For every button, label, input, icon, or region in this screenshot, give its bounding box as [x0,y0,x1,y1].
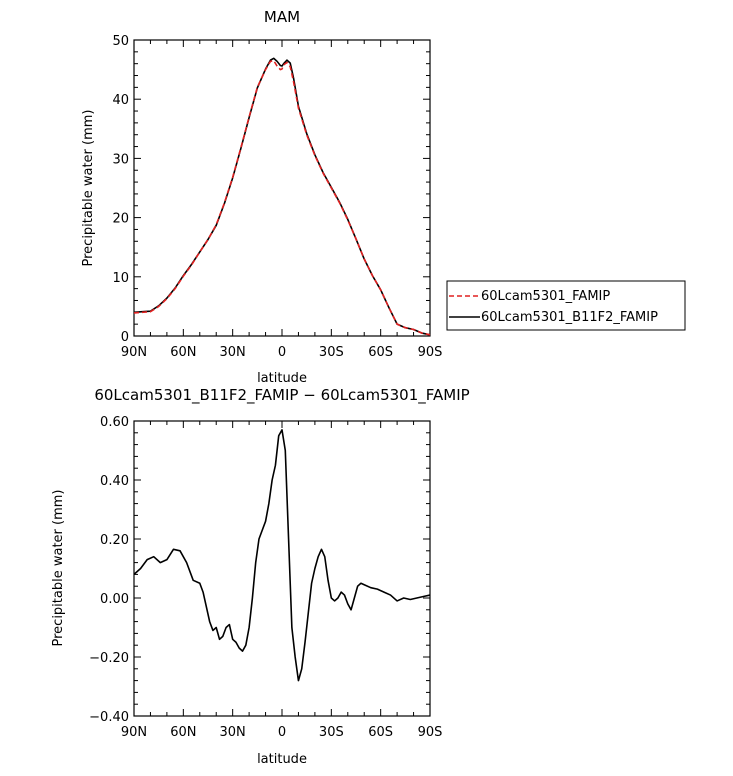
top-y-tick-label: 10 [112,271,129,286]
bottom-chart: 60Lcam5301_B11F2_FAMIP − 60Lcam5301_FAMI… [51,386,470,767]
top-x-axis-label: latitude [257,371,307,386]
top-x-tick-label: 30S [319,345,344,360]
bottom-x-tick-label: 0 [278,725,286,740]
bottom-y-tick-label: 0.00 [100,592,129,607]
top-x-tick-label: 60S [368,345,393,360]
top-y-tick-label: 0 [121,330,129,345]
top-y-tick-label: 20 [112,212,129,227]
bottom-axis-ticks: 90N 60N 30N 0 30S 60S 90S −0.40 −0.20 0.00 0.20 0.4… [89,415,442,740]
bottom-chart-title: 60Lcam5301_B11F2_FAMIP − 60Lcam5301_FAMI… [94,386,469,405]
bottom-x-tick-label: 30N [220,725,246,740]
top-plot-frame [133,39,431,337]
top-y-tick-label: 40 [112,93,129,108]
bottom-y-tick-label: −0.40 [89,710,129,725]
bottom-x-tick-label: 90S [418,725,443,740]
bottom-y-tick-label: −0.20 [89,651,129,666]
bottom-y-axis-label: Precipitable water (mm) [51,490,66,647]
bottom-y-tick-label: 0.60 [100,415,129,430]
top-x-tick-label: 30N [220,345,246,360]
bottom-x-tick-label: 90N [121,725,147,740]
top-chart-title: MAM [264,8,300,26]
top-x-tick-label: 90S [418,345,443,360]
bottom-x-axis-label: latitude [257,752,307,767]
top-chart: MAM 90N 60N 30N 0 30S 60S 90S 0 10 20 30 40 50 latit… [81,8,442,386]
bottom-plot-frame [133,420,431,717]
top-y-axis-label: Precipitable water (mm) [81,110,96,267]
bottom-x-tick-label: 30S [319,725,344,740]
bottom-y-tick-label: 0.40 [100,474,129,489]
bottom-series-group [133,429,431,682]
top-axis-ticks: 90N 60N 30N 0 30S 60S 90S 0 10 20 30 40 50 [112,34,442,360]
legend-label-famip: 60Lcam5301_FAMIP [481,289,610,304]
legend: 60Lcam5301_FAMIP 60Lcam5301_B11F2_FAMIP [446,280,686,331]
bottom-y-tick-label: 0.20 [100,533,129,548]
top-series-line-1 [133,57,431,336]
legend-label-b11f2: 60Lcam5301_B11F2_FAMIP [481,310,658,325]
top-series-group [133,57,431,336]
top-x-tick-label: 60N [170,345,196,360]
top-y-tick-label: 30 [112,152,129,167]
top-x-tick-label: 0 [278,345,286,360]
bottom-x-tick-label: 60S [368,725,393,740]
legend-box [446,280,686,331]
bottom-x-tick-label: 60N [170,725,196,740]
top-series-line-0 [133,59,431,336]
top-x-tick-label: 90N [121,345,147,360]
bottom-series-line-0 [133,429,431,682]
top-y-tick-label: 50 [112,34,129,49]
